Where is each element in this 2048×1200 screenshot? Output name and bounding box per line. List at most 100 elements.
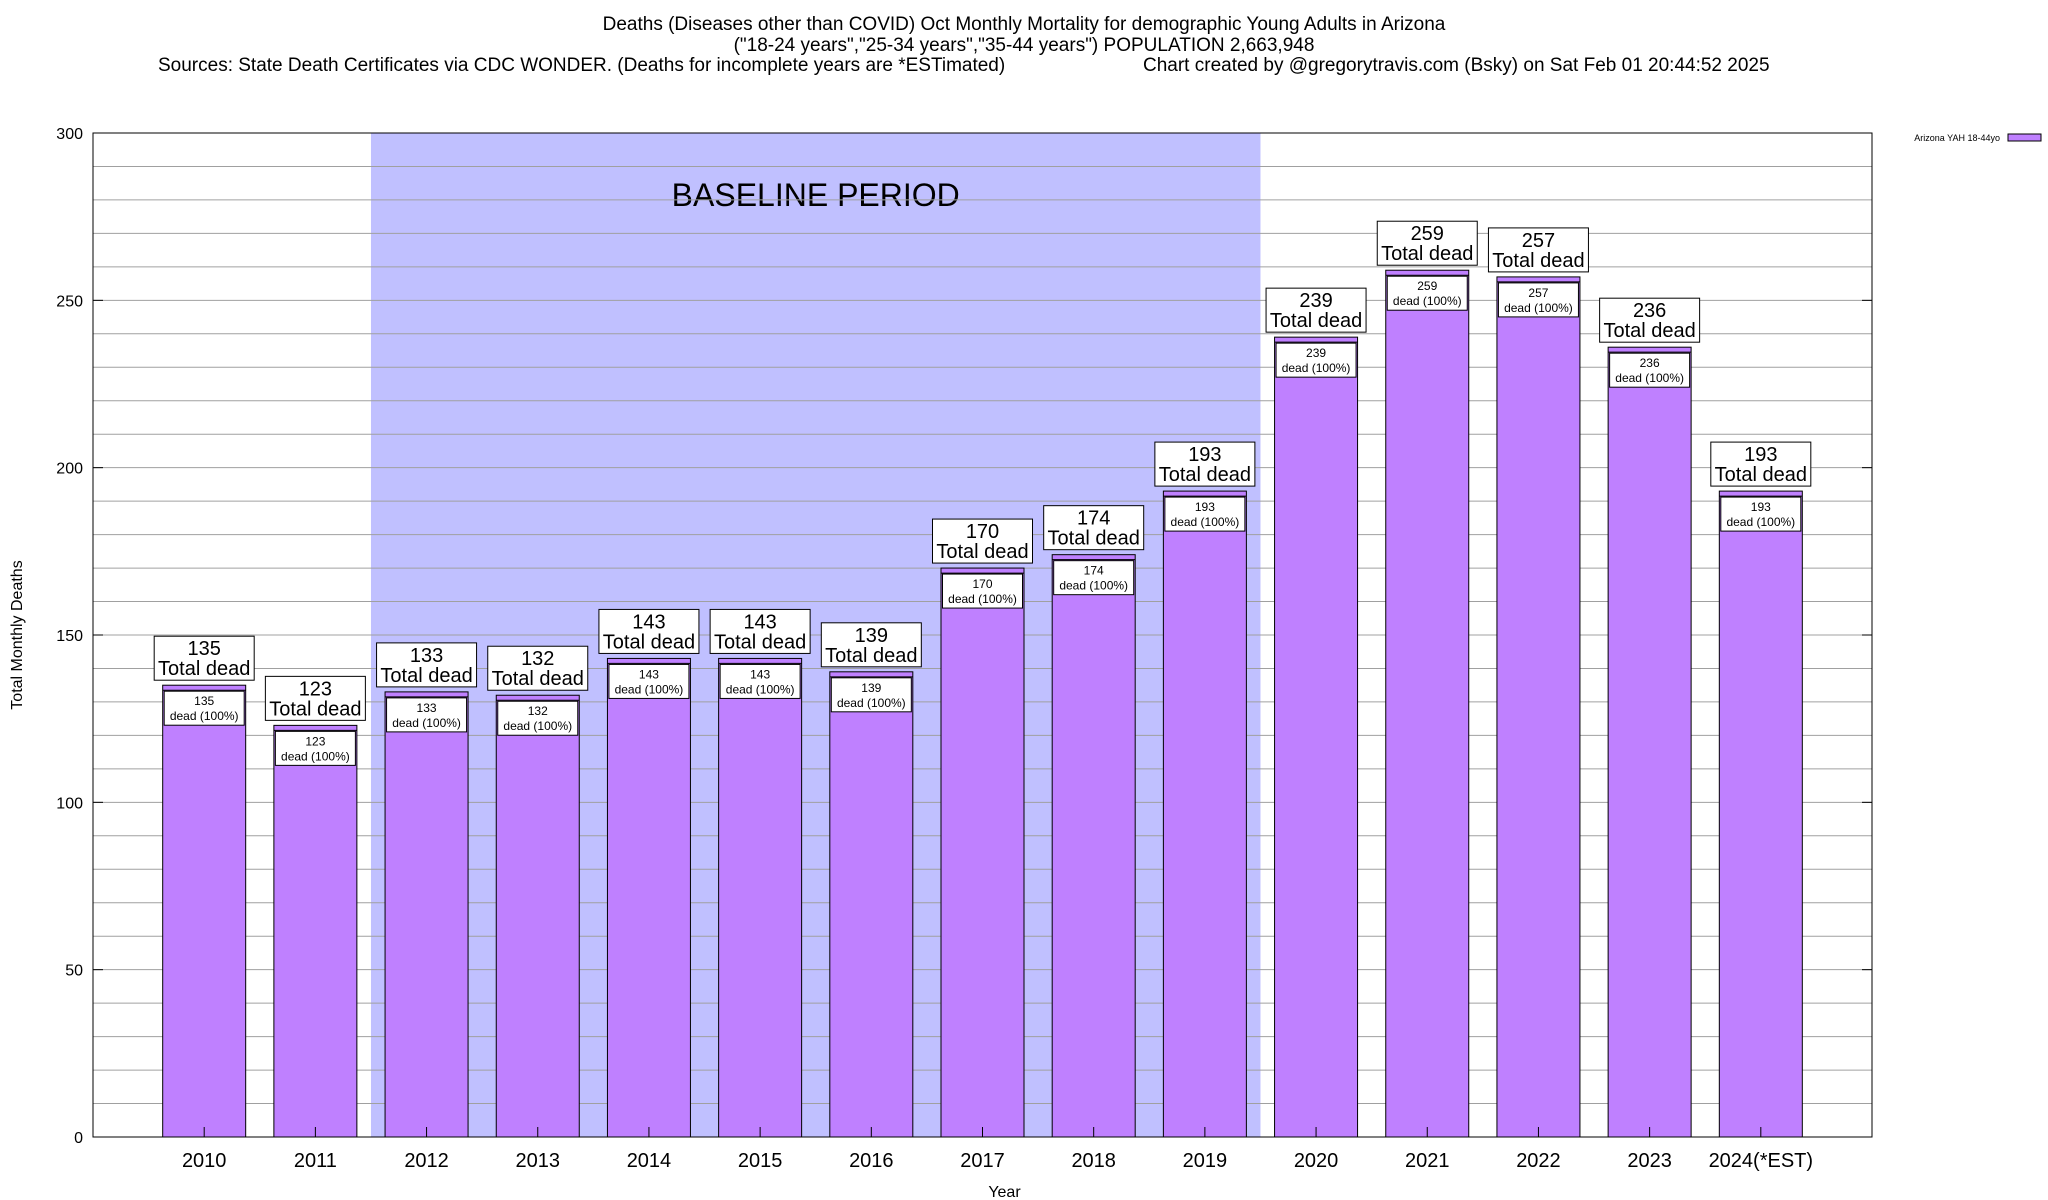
x-tick-label: 2020 [1294,1150,1339,1172]
total-dead-label: Total dead [492,668,584,690]
y-tick-label: 150 [56,628,83,645]
total-value-label: 143 [743,611,776,633]
total-label-box [709,608,811,654]
inner-value-label: 259 [1417,279,1437,293]
total-dead-label: Total dead [1715,464,1807,486]
total-value-label: 193 [1188,444,1221,466]
total-dead-label: Total dead [825,645,917,667]
bar [1718,490,1803,1138]
inner-label-box [1386,275,1468,311]
bar [162,684,247,1138]
y-tick-label: 200 [56,461,83,478]
total-label-box [1154,441,1256,487]
x-tick-label: 2016 [849,1150,894,1172]
bar [1385,269,1470,1138]
total-label-box [1710,441,1812,487]
inner-value-label: 174 [1084,564,1104,578]
y-tick-label: 50 [65,963,83,980]
x-tick-label: 2023 [1627,1150,1672,1172]
chart-credit: Chart created by @gregorytravis.com (Bsk… [1143,55,1770,76]
x-tick-label: 2011 [294,1150,337,1172]
chart-sources: Sources: State Death Certificates via CD… [158,55,1006,76]
total-dead-label: Total dead [1270,310,1362,332]
total-label-box [376,642,478,688]
total-dead-label: Total dead [1603,320,1695,342]
inner-percent-label: dead (100%) [837,696,906,710]
inner-value-label: 143 [639,667,659,681]
x-tick-label: 2022 [1516,1150,1561,1172]
total-label-box [487,645,589,691]
inner-value-label: 170 [972,577,992,591]
inner-percent-label: dead (100%) [1171,515,1240,529]
inner-percent-label: dead (100%) [1504,301,1573,315]
inner-value-label: 133 [417,701,437,715]
bar [829,671,914,1138]
inner-percent-label: dead (100%) [1282,361,1351,375]
inner-percent-label: dead (100%) [170,709,239,723]
inner-value-label: 193 [1195,500,1215,514]
x-tick-label: 2013 [516,1150,561,1172]
total-label-box [153,635,255,681]
total-dead-label: Total dead [1492,250,1584,272]
total-label-box [820,622,922,668]
y-tick-label: 100 [56,795,83,812]
total-value-label: 139 [855,625,888,647]
inner-percent-label: dead (100%) [615,682,684,696]
x-tick-label: 2012 [404,1150,449,1172]
legend-swatch [2007,133,2042,142]
total-value-label: 132 [521,648,554,670]
inner-label-box [497,700,579,736]
inner-percent-label: dead (100%) [1393,294,1462,308]
inner-label-box [942,573,1023,609]
inner-value-label: 139 [861,681,881,695]
total-label-box [1599,297,1701,343]
inner-label-box [719,663,801,699]
y-tick-label: 300 [56,126,83,143]
y-axis-label: Total Monthly Deaths [9,560,26,709]
total-dead-label: Total dead [1381,243,1473,265]
x-tick-label: 2021 [1405,1150,1450,1172]
inner-value-label: 135 [194,694,214,708]
total-label-box [1265,287,1367,333]
chart-title: Deaths (Diseases other than COVID) Oct M… [602,14,1446,35]
total-label-box [932,518,1033,564]
inner-label-box [386,697,468,733]
inner-value-label: 257 [1528,286,1548,300]
y-tick-label: 0 [74,1130,83,1147]
inner-value-label: 123 [305,734,325,748]
plot-frame [92,132,1873,1138]
bar [1274,336,1359,1138]
total-label-box [598,608,700,654]
bar [495,694,580,1138]
x-tick-label: 2024(*EST) [1709,1150,1814,1172]
bar [940,567,1025,1138]
bar [1496,276,1581,1138]
bar [1607,346,1692,1138]
bar [1162,490,1247,1138]
inner-label-box [1720,496,1802,532]
x-tick-label: 2010 [182,1150,227,1172]
total-value-label: 193 [1744,444,1777,466]
total-value-label: 143 [632,611,665,633]
bar [606,657,691,1138]
x-tick-label: 2015 [738,1150,783,1172]
total-value-label: 257 [1522,230,1555,252]
inner-percent-label: dead (100%) [503,719,572,733]
total-dead-label: Total dead [936,541,1028,563]
legend-label: Arizona YAH 18-44yo [1914,133,2000,143]
inner-label-box [1497,282,1579,318]
total-label-box [264,675,366,721]
total-dead-label: Total dead [380,665,472,687]
bar [1051,554,1136,1138]
chart-subtitle: ("18-24 years","25-34 years","35-44 year… [733,35,1315,56]
x-tick-label: 2018 [1071,1150,1116,1172]
inner-percent-label: dead (100%) [281,749,350,763]
total-label-box [1487,227,1589,273]
total-label-box [1043,505,1145,551]
total-value-label: 135 [188,638,221,660]
total-dead-label: Total dead [1048,528,1140,550]
inner-percent-label: dead (100%) [1726,515,1795,529]
inner-percent-label: dead (100%) [726,682,795,696]
x-axis-label: Year [988,1184,1021,1200]
